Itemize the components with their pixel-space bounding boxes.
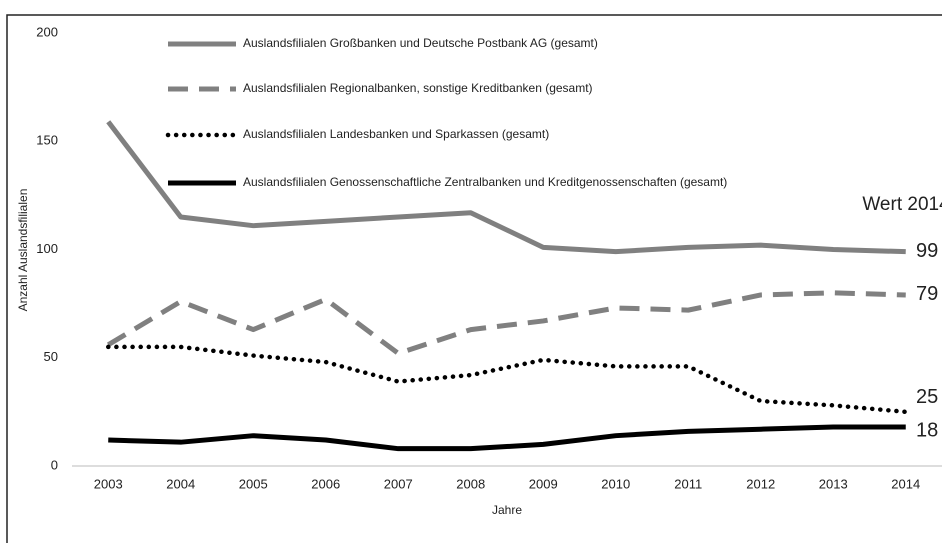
legend-label: Auslandsfilialen Landesbanken und Sparka… bbox=[243, 127, 549, 141]
y-tick-label: 50 bbox=[44, 349, 58, 364]
x-tick-label: 2006 bbox=[311, 476, 340, 491]
legend-label: Auslandsfilialen Großbanken und Deutsche… bbox=[243, 36, 598, 50]
end-value-label: 25 bbox=[916, 386, 938, 408]
y-axis-label: Anzahl Auslandsfilialen bbox=[16, 189, 30, 312]
series-line bbox=[106, 344, 908, 415]
y-tick-label: 100 bbox=[36, 241, 58, 256]
x-tick-label: 2004 bbox=[166, 476, 195, 491]
x-tick-label: 2011 bbox=[674, 476, 702, 491]
x-tick-label: 2013 bbox=[819, 476, 848, 491]
end-value-label: 99 bbox=[916, 240, 938, 262]
legend-label: Auslandsfilialen Regionalbanken, sonstig… bbox=[243, 81, 593, 95]
x-axis-label: Jahre bbox=[492, 503, 522, 517]
series-line bbox=[108, 424, 906, 452]
x-tick-label: 2010 bbox=[601, 476, 630, 491]
legend-label: Auslandsfilialen Genossenschaftliche Zen… bbox=[243, 175, 727, 189]
y-tick-label: 0 bbox=[51, 457, 58, 472]
x-tick-label: 2005 bbox=[239, 476, 268, 491]
x-tick-label: 2003 bbox=[94, 476, 123, 491]
y-tick-label: 150 bbox=[36, 133, 58, 148]
x-tick-label: 2008 bbox=[456, 476, 485, 491]
y-tick-label: 200 bbox=[36, 24, 58, 39]
series-line bbox=[106, 290, 906, 356]
series-line bbox=[106, 120, 906, 255]
x-tick-label: 2009 bbox=[529, 476, 558, 491]
frame bbox=[6, 14, 942, 543]
end-value-label: 79 bbox=[916, 283, 938, 305]
x-tick-label: 2007 bbox=[384, 476, 413, 491]
x-tick-label: 2012 bbox=[746, 476, 775, 491]
annotation: Wert 2014 bbox=[862, 194, 942, 215]
x-tick-label: 2014 bbox=[891, 476, 920, 491]
end-value-label: 18 bbox=[916, 419, 938, 441]
